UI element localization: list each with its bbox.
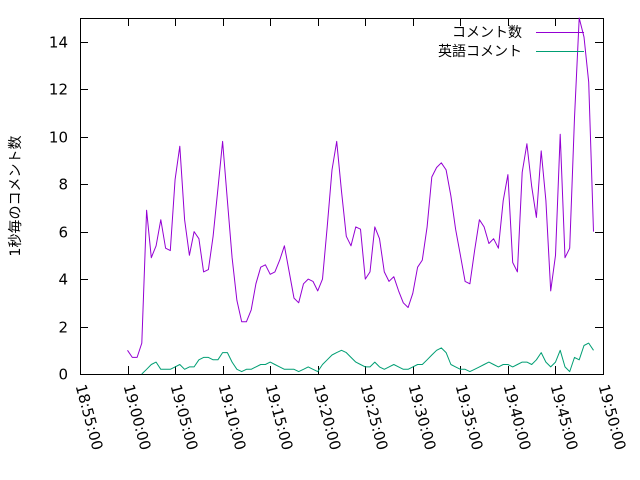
legend-label-2: 英語コメント [438, 43, 522, 60]
x-tick-label: 19:50:00 [595, 382, 630, 452]
x-tick-label: 19:20:00 [310, 382, 345, 452]
x-tick-label: 19:05:00 [167, 382, 202, 452]
y-tick-label: 10 [49, 129, 68, 147]
x-tick-label: 19:00:00 [120, 382, 155, 452]
x-tick-label: 18:55:00 [72, 382, 107, 452]
y-tick-label: 6 [58, 224, 68, 242]
y-tick-label: 12 [49, 81, 68, 99]
legend-label-1: コメント数 [452, 25, 522, 41]
series-group [127, 17, 594, 375]
y-axis: 0 2 4 6 8 10 12 14 [49, 34, 603, 384]
y-tick-label: 4 [58, 271, 68, 289]
y-tick-label: 0 [58, 366, 68, 384]
plot-frame [80, 18, 604, 375]
x-tick-label: 19:25:00 [357, 382, 392, 452]
series-line-2 [141, 342, 594, 375]
y-tick-label: 2 [58, 319, 68, 337]
x-tick-label: 19:15:00 [262, 382, 297, 452]
x-tick-label: 19:35:00 [452, 382, 487, 452]
x-tick-label: 19:40:00 [500, 382, 535, 452]
y-axis-label: 1秒毎のコメント数 [8, 136, 24, 257]
series-line-1 [127, 17, 594, 358]
y-tick-label: 14 [49, 34, 68, 52]
y-tick-label: 8 [58, 176, 68, 194]
x-axis: 18:55:00 19:00:00 19:05:00 19:10:00 19:15:00… [72, 18, 630, 452]
x-tick-label: 19:45:00 [547, 382, 582, 452]
x-tick-label: 19:30:00 [405, 382, 440, 452]
x-tick-label: 19:10:00 [215, 382, 250, 452]
